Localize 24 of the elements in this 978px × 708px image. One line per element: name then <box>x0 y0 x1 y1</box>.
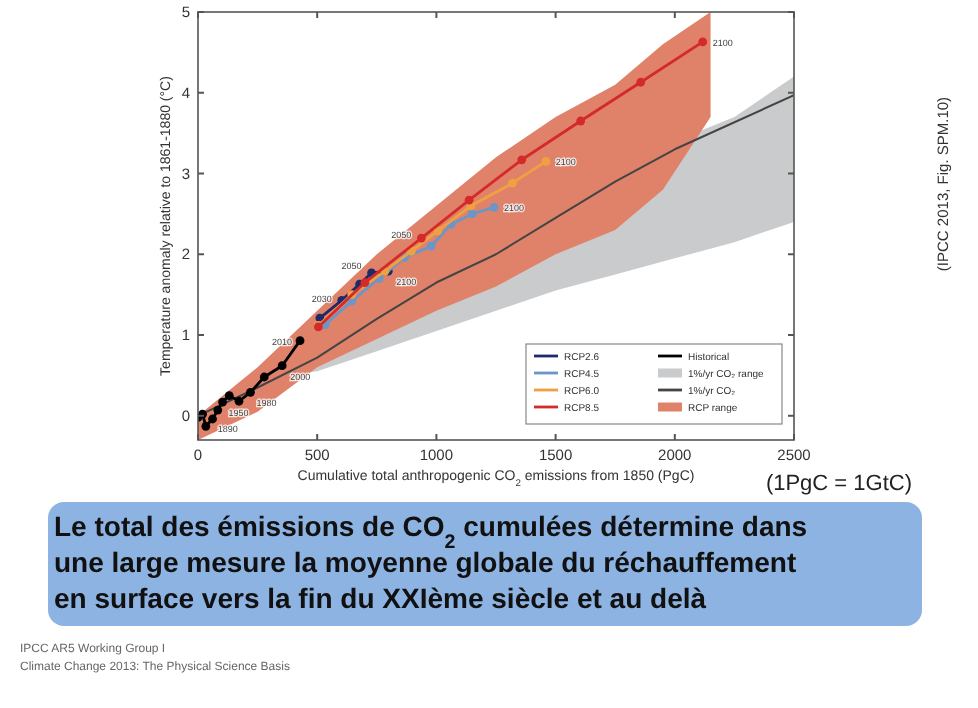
point <box>517 155 527 165</box>
point <box>224 391 234 400</box>
point <box>213 405 223 415</box>
point <box>576 116 586 126</box>
point <box>636 77 646 87</box>
point <box>426 241 436 251</box>
point <box>508 178 517 188</box>
text: Le total des émissions de CO$_{2}$ cumulées détermine dans une large mesure la moyenne globale du réchauffement en surface vers la fin du XXIème siècle et au delà <box>54 510 808 614</box>
point <box>277 361 287 371</box>
point <box>360 278 370 287</box>
point <box>218 397 227 407</box>
text: (1PgC = 1GtC) <box>765 472 912 496</box>
point <box>246 387 255 397</box>
point <box>295 336 305 346</box>
point <box>416 233 426 243</box>
point <box>489 203 499 212</box>
point <box>541 157 551 166</box>
point <box>234 396 244 406</box>
point <box>698 37 708 47</box>
point <box>208 414 217 424</box>
point <box>467 209 477 219</box>
point <box>201 421 211 431</box>
point <box>259 372 269 382</box>
point <box>464 195 474 205</box>
